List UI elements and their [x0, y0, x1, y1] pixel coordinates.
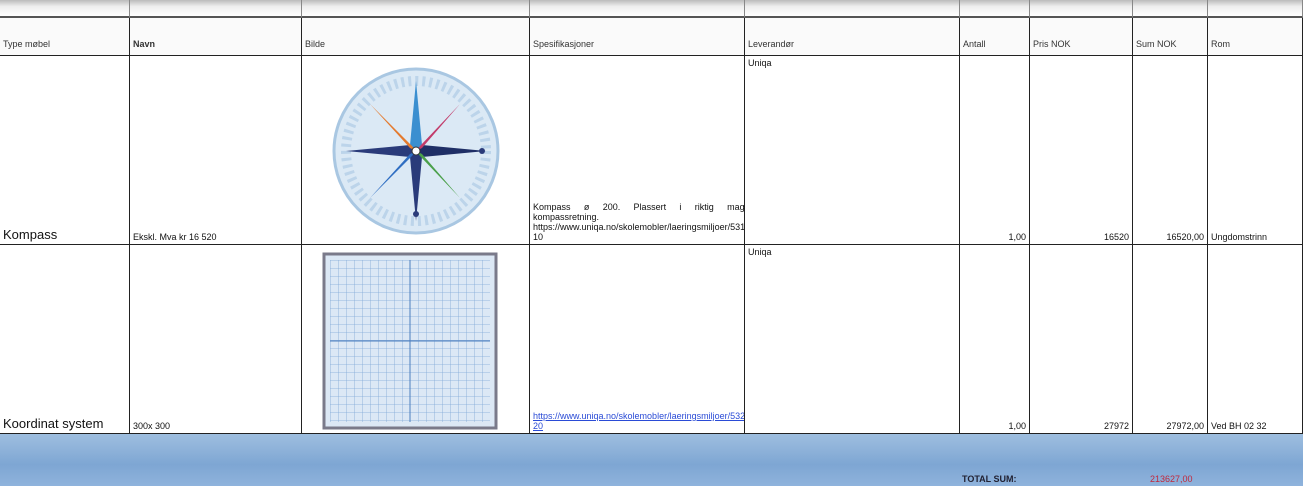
room: Ved BH 02 32 — [1208, 245, 1303, 434]
compass-image — [332, 67, 500, 235]
column-header: Navn — [130, 18, 302, 56]
column-header: Type møbel — [0, 18, 130, 56]
supplier: Uniqa — [745, 56, 960, 245]
room: Ungdomstrinn — [1208, 56, 1303, 245]
item-name: 300x 300 — [130, 245, 302, 434]
column-band — [1030, 0, 1133, 18]
column-header: Spesifikasjoner — [530, 18, 745, 56]
quantity: 1,00 — [960, 245, 1030, 434]
supplier: Uniqa — [745, 245, 960, 434]
coordinate-grid-image — [322, 252, 498, 430]
specification: Kompass ø 200. Plassert i riktig magneti… — [530, 56, 745, 245]
price: 27972 — [1030, 245, 1133, 434]
column-header: Sum NOK — [1133, 18, 1208, 56]
total-row-band — [0, 433, 1303, 486]
total-value: 213627,00 — [1150, 474, 1193, 484]
quantity: 1,00 — [960, 56, 1030, 245]
column-header: Rom — [1208, 18, 1303, 56]
specification: https://www.uniqa.no/skolemobler/laering… — [530, 245, 745, 434]
furniture-type: Kompass — [0, 56, 130, 245]
column-band — [1208, 0, 1303, 18]
column-header: Antall — [960, 18, 1030, 56]
column-header: Bilde — [302, 18, 530, 56]
column-band — [130, 0, 302, 18]
column-band — [530, 0, 745, 18]
total-label: TOTAL SUM: — [962, 474, 1017, 484]
column-band — [960, 0, 1030, 18]
column-band — [745, 0, 960, 18]
column-band — [302, 0, 530, 18]
column-header: Leverandør — [745, 18, 960, 56]
column-header: Pris NOK — [1030, 18, 1133, 56]
item-name: Ekskl. Mva kr 16 520 — [130, 56, 302, 245]
sum: 16520,00 — [1133, 56, 1208, 245]
column-band — [1133, 0, 1208, 18]
sum: 27972,00 — [1133, 245, 1208, 434]
image-cell — [302, 56, 530, 245]
price: 16520 — [1030, 56, 1133, 245]
column-band — [0, 0, 130, 18]
image-cell — [302, 245, 530, 434]
furniture-type: Koordinat system — [0, 245, 130, 434]
